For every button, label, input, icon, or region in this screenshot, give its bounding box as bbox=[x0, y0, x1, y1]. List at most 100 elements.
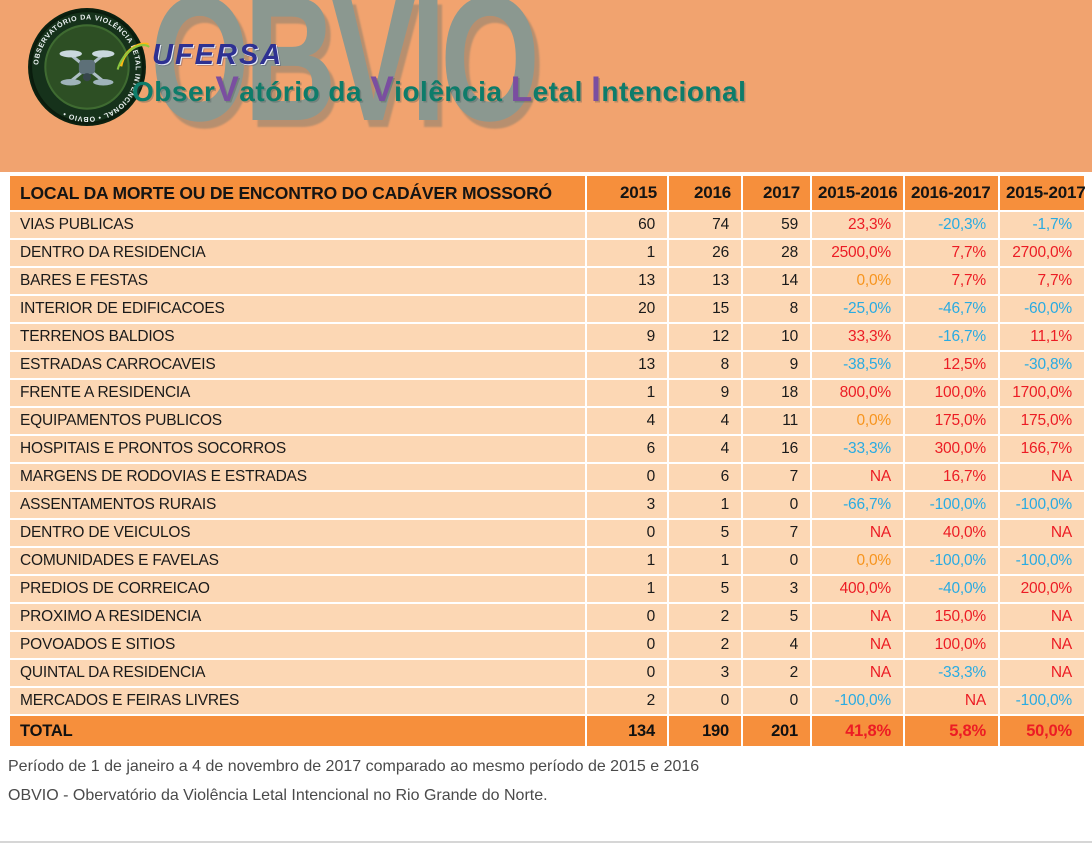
cell-percent: 100,0% bbox=[903, 378, 1000, 408]
table-row: VIAS PUBLICAS 60 74 59 23,3% -20,3% -1,7% bbox=[8, 210, 1086, 240]
cell-count: 1 bbox=[585, 378, 669, 408]
title-segment: V bbox=[370, 70, 395, 109]
cell-percent: -100,0% bbox=[998, 490, 1086, 520]
cell-percent: -38,5% bbox=[810, 350, 905, 380]
cell-count: 4 bbox=[585, 406, 669, 436]
cell-count: 10 bbox=[741, 322, 812, 352]
cell-percent: 7,7% bbox=[903, 238, 1000, 268]
ufersa-swoosh-graphic bbox=[116, 42, 150, 70]
cell-percent: 175,0% bbox=[903, 406, 1000, 436]
table-body: VIAS PUBLICAS 60 74 59 23,3% -20,3% -1,7% DENTR… bbox=[8, 210, 1086, 716]
cell-location: COMUNIDADES E FAVELAS bbox=[8, 546, 587, 576]
cell-count: 2 bbox=[741, 658, 812, 688]
cell-percent: -60,0% bbox=[998, 294, 1086, 324]
cell-location: ASSENTAMENTOS RURAIS bbox=[8, 490, 587, 520]
table-row: DENTRO DA RESIDENCIA 1 26 28 2500,0% 7,7% 2700… bbox=[8, 238, 1086, 268]
ufersa-logo: UFERSA bbox=[116, 36, 283, 74]
cell-percent: NA bbox=[810, 518, 905, 548]
table-row: MARGENS DE RODOVIAS E ESTRADAS 0 6 7 NA 16,7%… bbox=[8, 462, 1086, 492]
ufersa-logo-text: UFERSA bbox=[152, 38, 284, 71]
column-header-2015-2017: 2015-2017 bbox=[998, 174, 1086, 212]
column-header-2017: 2017 bbox=[741, 174, 812, 212]
cell-location: HOSPITAIS E PRONTOS SOCORROS bbox=[8, 434, 587, 464]
cell-percent: 1700,0% bbox=[998, 378, 1086, 408]
cell-count: 9 bbox=[667, 378, 743, 408]
table-row: PREDIOS DE CORREICAO 1 5 3 400,0% -40,0% 200,0… bbox=[8, 574, 1086, 604]
cell-location: TERRENOS BALDIOS bbox=[8, 322, 587, 352]
cell-percent: NA bbox=[903, 686, 1000, 716]
total-percent-2016-2017: 5,8% bbox=[903, 714, 1000, 748]
cell-location: BARES E FESTAS bbox=[8, 266, 587, 296]
cell-percent: 800,0% bbox=[810, 378, 905, 408]
cell-count: 16 bbox=[741, 434, 812, 464]
cell-count: 0 bbox=[585, 630, 669, 660]
cell-count: 14 bbox=[741, 266, 812, 296]
title-segment: iolência bbox=[394, 76, 511, 107]
cell-percent: 200,0% bbox=[998, 574, 1086, 604]
cell-location: PREDIOS DE CORREICAO bbox=[8, 574, 587, 604]
cell-percent: 7,7% bbox=[903, 266, 1000, 296]
table-row: ASSENTAMENTOS RURAIS 3 1 0 -66,7% -100,0% -100… bbox=[8, 490, 1086, 520]
cell-percent: 2500,0% bbox=[810, 238, 905, 268]
cell-percent: 0,0% bbox=[810, 406, 905, 436]
cell-count: 2 bbox=[585, 686, 669, 716]
table-row: HOSPITAIS E PRONTOS SOCORROS 6 4 16 -33,3% 30… bbox=[8, 434, 1086, 464]
column-header-2015-2016: 2015-2016 bbox=[810, 174, 905, 212]
cell-location: MARGENS DE RODOVIAS E ESTRADAS bbox=[8, 462, 587, 492]
cell-count: 0 bbox=[741, 686, 812, 716]
cell-percent: 0,0% bbox=[810, 546, 905, 576]
cell-percent: -16,7% bbox=[903, 322, 1000, 352]
total-count-2015: 134 bbox=[585, 714, 669, 748]
table-row: FRENTE A RESIDENCIA 1 9 18 800,0% 100,0% 1700,… bbox=[8, 378, 1086, 408]
cell-percent: -46,7% bbox=[903, 294, 1000, 324]
cell-percent: 12,5% bbox=[903, 350, 1000, 380]
cell-location: FRENTE A RESIDENCIA bbox=[8, 378, 587, 408]
cell-count: 4 bbox=[667, 406, 743, 436]
cell-percent: NA bbox=[810, 602, 905, 632]
drone-icon bbox=[59, 50, 115, 86]
title-segment: V bbox=[215, 70, 240, 109]
cell-count: 3 bbox=[667, 658, 743, 688]
note-period: Período de 1 de janeiro a 4 de novembro … bbox=[8, 758, 700, 775]
title-segment: Obser bbox=[132, 76, 216, 107]
cell-count: 1 bbox=[667, 546, 743, 576]
report-header: OBVIO OBSERVATÓRIO DA VIOLÊNCIA LETAL IN… bbox=[0, 0, 1092, 172]
table-row: PROXIMO A RESIDENCIA 0 2 5 NA 150,0% NA bbox=[8, 602, 1086, 632]
cell-percent: -1,7% bbox=[998, 210, 1086, 240]
cell-percent: 300,0% bbox=[903, 434, 1000, 464]
cell-count: 12 bbox=[667, 322, 743, 352]
cell-count: 4 bbox=[741, 630, 812, 660]
table-row: BARES E FESTAS 13 13 14 0,0% 7,7% 7,7% bbox=[8, 266, 1086, 296]
title-segment: I bbox=[591, 70, 602, 109]
cell-location: QUINTAL DA RESIDENCIA bbox=[8, 658, 587, 688]
cell-count: 9 bbox=[741, 350, 812, 380]
total-percent-2015-2016: 41,8% bbox=[810, 714, 905, 748]
cell-count: 74 bbox=[667, 210, 743, 240]
cell-location: ESTRADAS CARROCAVEIS bbox=[8, 350, 587, 380]
cell-percent: -25,0% bbox=[810, 294, 905, 324]
title-segment: atório da bbox=[239, 76, 371, 107]
cell-count: 8 bbox=[741, 294, 812, 324]
table-row: EQUIPAMENTOS PUBLICOS 4 4 11 0,0% 175,0% 175,0… bbox=[8, 406, 1086, 436]
table-header-row: LOCAL DA MORTE OU DE ENCONTRO DO CADÁVER… bbox=[8, 174, 1086, 212]
title-segment: L bbox=[510, 70, 533, 109]
table-row: TERRENOS BALDIOS 9 12 10 33,3% -16,7% 11,1% bbox=[8, 322, 1086, 352]
data-table: LOCAL DA MORTE OU DE ENCONTRO DO CADÁVER… bbox=[8, 174, 1086, 748]
cell-percent: -100,0% bbox=[998, 546, 1086, 576]
cell-count: 1 bbox=[585, 574, 669, 604]
cell-percent: 166,7% bbox=[998, 434, 1086, 464]
cell-percent: 175,0% bbox=[998, 406, 1086, 436]
cell-count: 2 bbox=[667, 602, 743, 632]
cell-percent: 11,1% bbox=[998, 322, 1086, 352]
footer-notes: Período de 1 de janeiro a 4 de novembro … bbox=[0, 748, 1092, 804]
cell-percent: NA bbox=[998, 658, 1086, 688]
cell-percent: NA bbox=[998, 630, 1086, 660]
cell-location: VIAS PUBLICAS bbox=[8, 210, 587, 240]
cell-location: PROXIMO A RESIDENCIA bbox=[8, 602, 587, 632]
cell-count: 13 bbox=[585, 350, 669, 380]
cell-percent: NA bbox=[998, 518, 1086, 548]
cell-percent: -33,3% bbox=[810, 434, 905, 464]
cell-count: 0 bbox=[585, 658, 669, 688]
table-row: COMUNIDADES E FAVELAS 1 1 0 0,0% -100,0% -100,… bbox=[8, 546, 1086, 576]
